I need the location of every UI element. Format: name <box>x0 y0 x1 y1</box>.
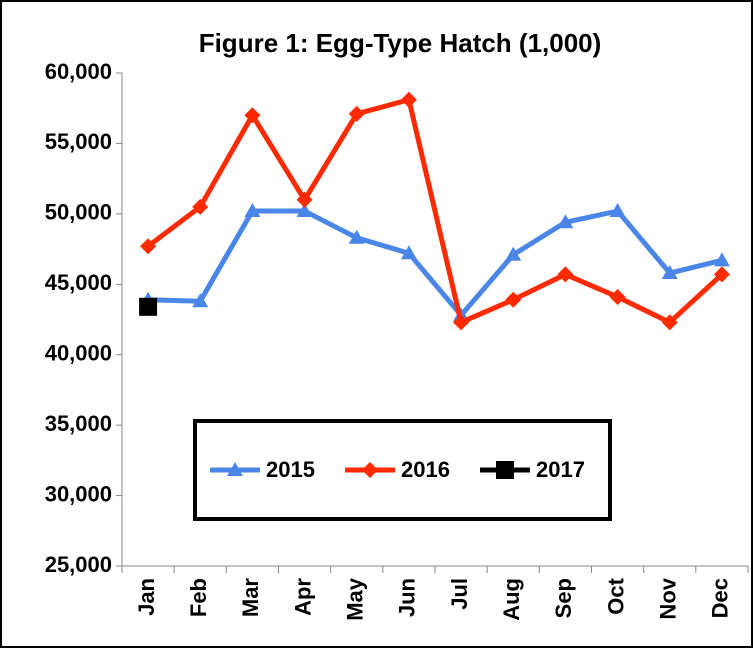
data-point <box>192 293 209 308</box>
y-tick-label: 35,000 <box>45 411 112 436</box>
data-point <box>400 91 417 108</box>
x-tick-label: Oct <box>603 577 628 614</box>
series-line <box>146 97 724 325</box>
legend-label: 2015 <box>266 457 315 482</box>
legend-marker <box>496 461 514 479</box>
legend-label: 2016 <box>401 457 450 482</box>
data-point <box>557 266 574 283</box>
x-tick-label: Feb <box>186 578 211 617</box>
legend-marker <box>227 462 243 476</box>
series-line <box>148 208 723 318</box>
data-point <box>661 314 678 331</box>
y-tick-label: 30,000 <box>45 481 112 506</box>
y-tick-label: 40,000 <box>45 341 112 366</box>
x-tick-label: Jun <box>395 578 420 617</box>
data-point <box>296 203 313 218</box>
data-point <box>192 198 209 215</box>
y-tick-label: 60,000 <box>45 59 112 84</box>
data-point <box>140 238 157 255</box>
x-tick-label: May <box>343 577 368 621</box>
x-tick-label: Jul <box>447 578 472 610</box>
data-point <box>609 203 626 218</box>
data-point <box>296 191 313 208</box>
y-tick-label: 55,000 <box>45 129 112 154</box>
data-point <box>505 246 522 261</box>
y-tick-label: 25,000 <box>45 552 112 577</box>
x-tick-label: Sep <box>551 578 576 618</box>
y-tick-label: 50,000 <box>45 200 112 225</box>
x-tick-label: Dec <box>708 578 733 618</box>
data-point <box>609 288 626 305</box>
data-point <box>557 214 574 229</box>
data-point <box>505 291 522 308</box>
x-tick-label: Aug <box>499 578 524 621</box>
data-point <box>348 105 365 122</box>
data-point <box>139 297 158 316</box>
legend-marker <box>362 462 378 478</box>
x-tick-label: Apr <box>290 578 315 616</box>
data-point <box>348 229 365 244</box>
data-point <box>713 252 730 267</box>
x-tick-label: Jan <box>134 578 159 616</box>
y-tick-label: 45,000 <box>45 270 112 295</box>
x-tick-label: Nov <box>656 577 681 619</box>
data-point <box>453 314 470 331</box>
x-tick-label: Mar <box>238 578 263 618</box>
data-point <box>713 266 730 283</box>
data-point <box>244 203 261 218</box>
legend-label: 2017 <box>536 457 585 482</box>
chart-title: Figure 1: Egg-Type Hatch (1,000) <box>199 28 602 58</box>
data-point <box>661 265 678 280</box>
data-point <box>400 245 417 260</box>
data-point <box>244 107 261 124</box>
legend-box <box>193 419 612 521</box>
